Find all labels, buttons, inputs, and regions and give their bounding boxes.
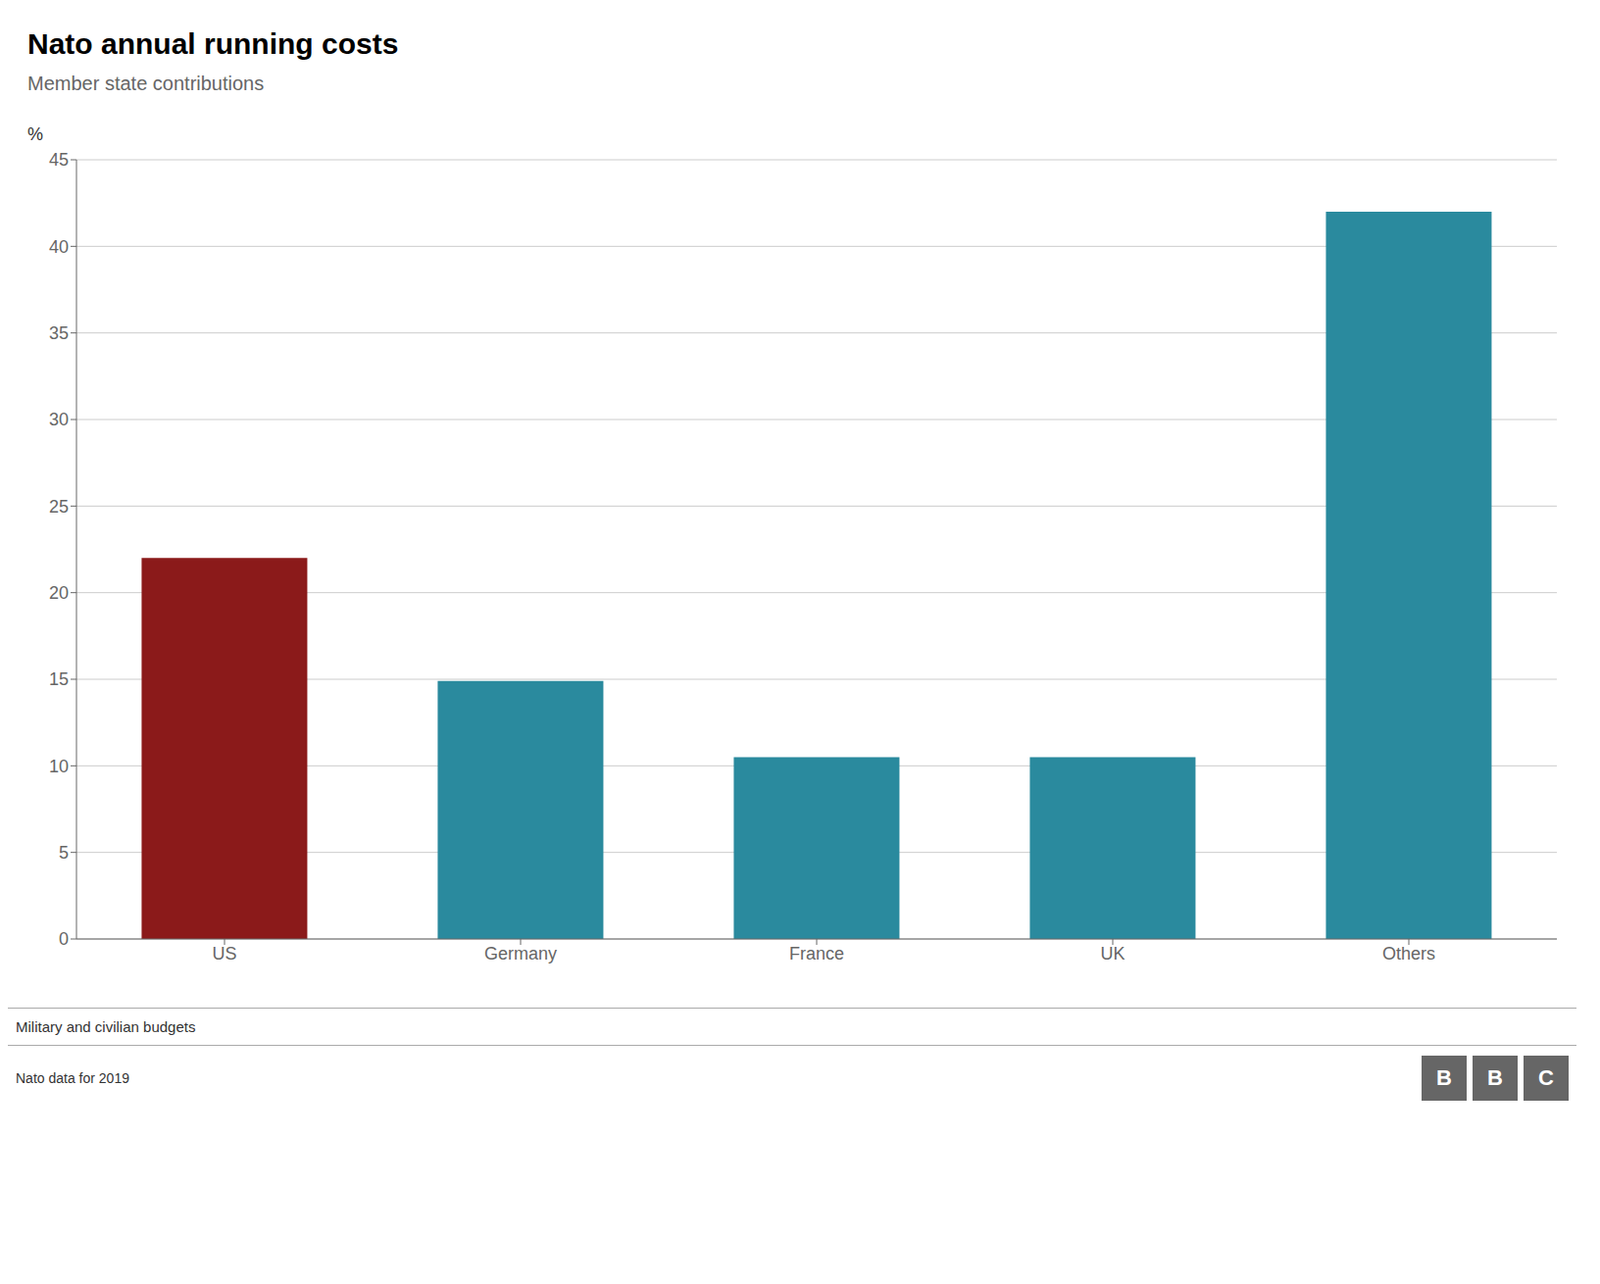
html-text:Nato annual running costs: Nato annual running costs	[27, 27, 399, 60]
html-text:C: C	[1538, 1065, 1554, 1091]
svg-text:20: 20	[49, 583, 69, 603]
svg-text:40: 40	[49, 237, 69, 257]
svg-text:15: 15	[49, 669, 69, 690]
svg-text:Germany: Germany	[484, 944, 557, 964]
svg-text:US: US	[211, 944, 237, 964]
html-text:Military and civilian budgets: Military and civilian budgets	[15, 1018, 196, 1036]
html-text:B: B	[1436, 1065, 1452, 1091]
svg-text:25: 25	[49, 497, 69, 517]
svg-text:France: France	[789, 944, 845, 964]
svg-text:10: 10	[49, 756, 69, 777]
html-text:Member state contributions: Member state contributions	[27, 72, 264, 95]
html-text:B: B	[1487, 1065, 1503, 1091]
svg-text:UK: UK	[1100, 944, 1125, 964]
svg-text:30: 30	[49, 409, 69, 430]
svg-text:Others: Others	[1382, 944, 1436, 964]
svg-text:0: 0	[58, 929, 69, 950]
html-text:Nato data for 2019: Nato data for 2019	[15, 1070, 130, 1087]
svg-text:45: 45	[49, 150, 69, 170]
svg-text:5: 5	[58, 843, 69, 863]
svg-text:35: 35	[49, 323, 69, 344]
